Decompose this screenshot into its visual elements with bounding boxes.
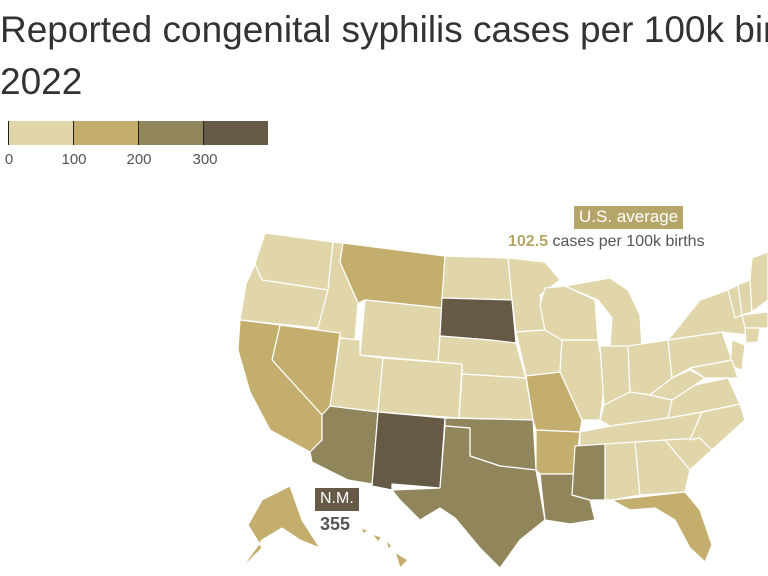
state-fl xyxy=(611,491,713,563)
legend-tick-100: 100 xyxy=(61,151,87,168)
us-average-badge: U.S. average xyxy=(574,206,684,229)
state-ct xyxy=(744,327,761,344)
color-legend: 0 100 200 300 xyxy=(4,121,268,171)
legend-tick-0: 0 xyxy=(4,151,14,168)
state-nm xyxy=(371,411,446,491)
legend-tick-200: 200 xyxy=(126,151,152,168)
legend-bar xyxy=(8,121,268,145)
state-ma xyxy=(741,311,768,329)
legend-swatch-0 xyxy=(8,121,73,145)
chart-title: Reported congenital syphilis cases per 1… xyxy=(0,4,768,108)
us-average-line: 102.5 cases per 100k births xyxy=(508,233,705,251)
state-wv xyxy=(649,369,706,401)
nm-callout-value: 355 xyxy=(320,514,351,534)
title-line-2: 2022 xyxy=(0,61,83,102)
us-average-value: 102.5 xyxy=(508,233,549,250)
state-md xyxy=(689,359,739,379)
us-average-text: cases per 100k births xyxy=(548,233,705,250)
state-nj xyxy=(729,339,746,371)
legend-swatch-300 xyxy=(203,121,268,145)
legend-swatch-100 xyxy=(73,121,138,145)
state-hi xyxy=(359,527,409,569)
nm-callout-badge: N.M. xyxy=(315,488,359,511)
state-tx xyxy=(391,425,546,569)
state-me xyxy=(749,251,768,313)
state-ks xyxy=(458,373,534,421)
state-wy xyxy=(359,299,443,363)
state-ms xyxy=(571,443,606,501)
state-mt xyxy=(339,242,446,309)
legend-tick-300: 300 xyxy=(192,151,218,168)
state-sd xyxy=(439,297,517,344)
legend-labels: 0 100 200 300 xyxy=(4,151,268,171)
title-line-1: Reported congenital syphilis cases per 1… xyxy=(0,9,768,50)
legend-swatch-200 xyxy=(138,121,203,145)
state-ak xyxy=(239,485,321,571)
state-al xyxy=(604,441,641,501)
state-co xyxy=(377,357,463,419)
state-nd xyxy=(441,255,513,301)
